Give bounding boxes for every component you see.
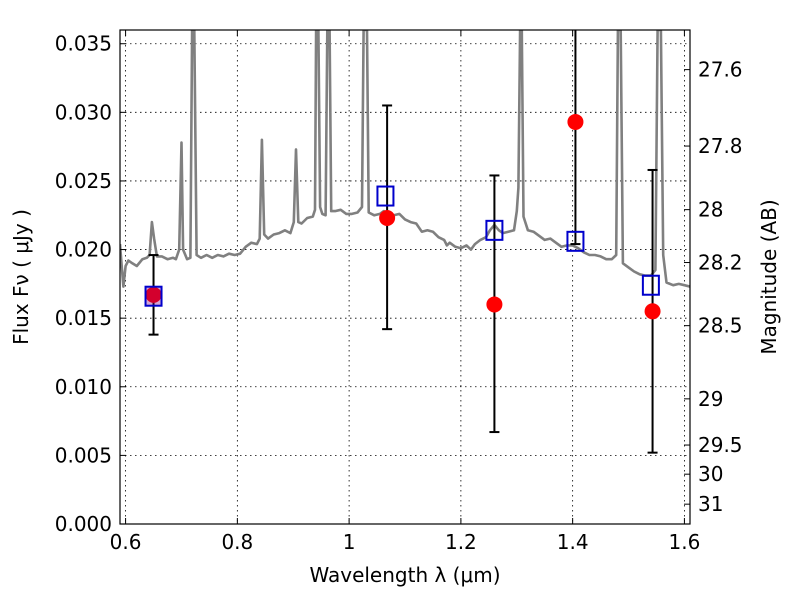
observed-point bbox=[644, 303, 661, 320]
x-tick-label: 1 bbox=[343, 530, 356, 554]
spectrum-layer bbox=[120, 30, 690, 288]
mag-tick-label: 29 bbox=[698, 387, 723, 411]
model-square bbox=[376, 185, 395, 207]
x-tick-label: 1.6 bbox=[669, 530, 701, 554]
x-tick-label: 0.8 bbox=[221, 530, 253, 554]
mag-tick-label: 27.8 bbox=[698, 134, 743, 158]
y-tick-label: 0.030 bbox=[55, 100, 112, 124]
spectrum-line bbox=[120, 30, 690, 288]
plot-frame bbox=[119, 29, 691, 525]
observed-point bbox=[379, 209, 396, 226]
x-tick-label: 1.2 bbox=[445, 530, 477, 554]
x-tick-label: 1.4 bbox=[557, 530, 589, 554]
observed-point bbox=[145, 286, 162, 303]
mag-tick-label: 30 bbox=[698, 462, 723, 486]
model-square bbox=[641, 274, 660, 296]
x-axis-label: Wavelength λ (μm) bbox=[309, 563, 500, 587]
mag-tick-label: 27.6 bbox=[698, 58, 743, 82]
observed-point bbox=[567, 113, 584, 130]
mag-tick-label: 28.5 bbox=[698, 314, 743, 338]
right-axis-label: Magnitude (AB) bbox=[757, 199, 781, 354]
y-tick-label: 0.005 bbox=[55, 443, 112, 467]
y-tick-label: 0.015 bbox=[55, 306, 112, 330]
y-tick-label: 0.020 bbox=[55, 238, 112, 262]
model-square bbox=[485, 219, 504, 241]
y-axis-label: Flux Fν ( μJy ) bbox=[9, 209, 33, 345]
mag-tick-label: 28.2 bbox=[698, 251, 743, 275]
observed-point bbox=[486, 296, 503, 313]
mag-tick-label: 28 bbox=[698, 198, 723, 222]
y-tick-label: 0.035 bbox=[55, 32, 112, 56]
y-tick-label: 0.000 bbox=[55, 512, 112, 536]
mag-tick-label: 31 bbox=[698, 492, 723, 516]
model-square bbox=[566, 230, 585, 252]
marker-layer bbox=[144, 113, 661, 320]
x-tick-label: 0.6 bbox=[110, 530, 142, 554]
mag-tick-label: 29.5 bbox=[698, 433, 743, 457]
y-tick-label: 0.010 bbox=[55, 375, 112, 399]
y-tick-label: 0.025 bbox=[55, 169, 112, 193]
model-square bbox=[144, 285, 163, 307]
axis-ticks: 0.6 0.8 1 1.2 1.4 1.6 0.000 0.005 0.010 0.015 0.02… bbox=[55, 30, 743, 554]
